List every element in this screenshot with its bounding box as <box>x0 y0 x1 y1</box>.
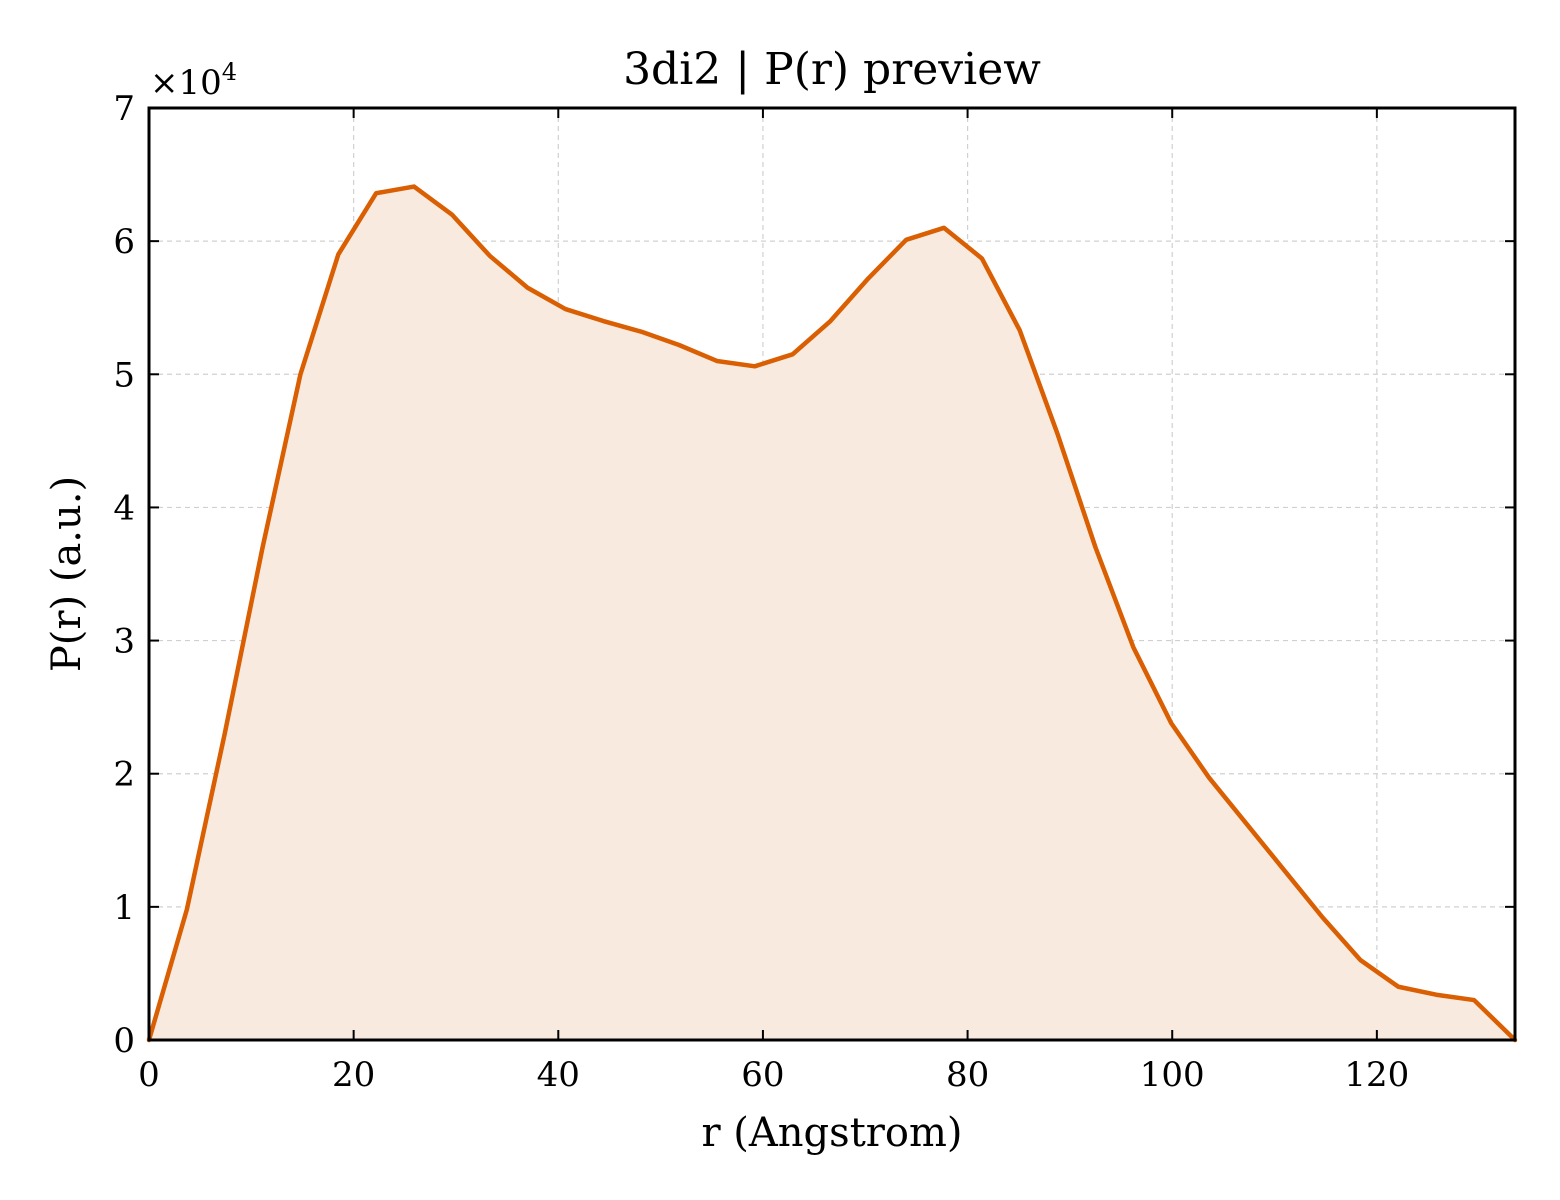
x-tick-label-2: 40 <box>537 1055 580 1095</box>
y-tick-label-6: 6 <box>113 222 135 262</box>
chart-title: 3di2 | P(r) preview <box>623 44 1041 95</box>
x-tick-label-5: 100 <box>1140 1055 1205 1095</box>
axis-ticks <box>148 107 1515 1041</box>
pr-curve-line <box>146 184 1518 1043</box>
y-tick-label-3: 3 <box>113 622 135 662</box>
y-tick-label-0: 0 <box>113 1021 135 1061</box>
y-multiplier-base: ×10 <box>150 63 222 103</box>
y-multiplier-exponent: 4 <box>222 58 237 86</box>
pr-area-layer <box>146 184 1518 1043</box>
x-tick-label-3: 60 <box>741 1055 784 1095</box>
x-tick-label-4: 80 <box>946 1055 989 1095</box>
x-tick-label-1: 20 <box>332 1055 375 1095</box>
y-tick-label-4: 4 <box>113 488 135 528</box>
x-axis-label: r (Angstrom) <box>701 1110 962 1156</box>
x-tick-label-0: 0 <box>138 1055 160 1095</box>
y-axis-label: P(r) (a.u.) <box>44 476 90 672</box>
axis-tick-labels: 0 20 40 60 80 100 120 0 1 2 3 4 5 6 7 <box>113 89 1409 1095</box>
y-tick-label-2: 2 <box>113 755 135 795</box>
y-axis-multiplier: ×104 <box>150 58 237 103</box>
y-tick-label-1: 1 <box>113 888 135 928</box>
x-tick-label-6: 120 <box>1344 1055 1409 1095</box>
y-tick-label-7: 7 <box>113 89 135 129</box>
pr-area-fill <box>149 186 1515 1041</box>
y-tick-label-5: 5 <box>113 355 135 395</box>
plot-frame <box>147 106 1517 1042</box>
